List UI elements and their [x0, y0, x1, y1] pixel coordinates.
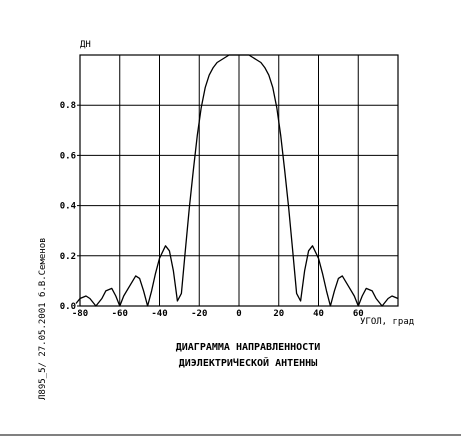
x-tick-label: -80 [72, 309, 88, 319]
chart-title-line-2: ДИЭЛЕКТРИЧЕСКОЙ АНТЕННЫ [179, 356, 317, 369]
x-tick-label: 0 [236, 309, 241, 319]
x-tick-label: -60 [112, 309, 128, 319]
y-axis-label: ДН [80, 40, 91, 50]
x-tick-label: 60 [353, 309, 364, 319]
series-layer [75, 54, 399, 307]
y-axis-ticks: 0.0 0.2 0.4 0.6 0.8 [60, 101, 77, 312]
y-tick-label: 0.2 [60, 252, 76, 262]
x-axis-label: УГОЛ, град [360, 317, 414, 327]
y-tick-label: 0.4 [60, 202, 77, 212]
x-tick-label: -40 [151, 309, 167, 319]
grid [77, 54, 399, 307]
x-tick-label: 40 [313, 309, 324, 319]
x-tick-label: -20 [191, 309, 207, 319]
x-tick-label: 20 [273, 309, 284, 319]
y-tick-label: 0.0 [60, 302, 76, 312]
pattern-curve [75, 54, 399, 307]
chart-title-line-1: ДИАГРАММА НАПРАВЛЕННОСТИ [176, 342, 321, 353]
y-tick-label: 0.6 [60, 151, 76, 161]
side-note: Л895_5/ 27.05.2001 б.В.Семенов [37, 237, 48, 400]
y-tick-label: 0.8 [60, 101, 76, 111]
x-axis-ticks: -80 -60 -40 -20 0 20 40 60 [72, 309, 364, 319]
